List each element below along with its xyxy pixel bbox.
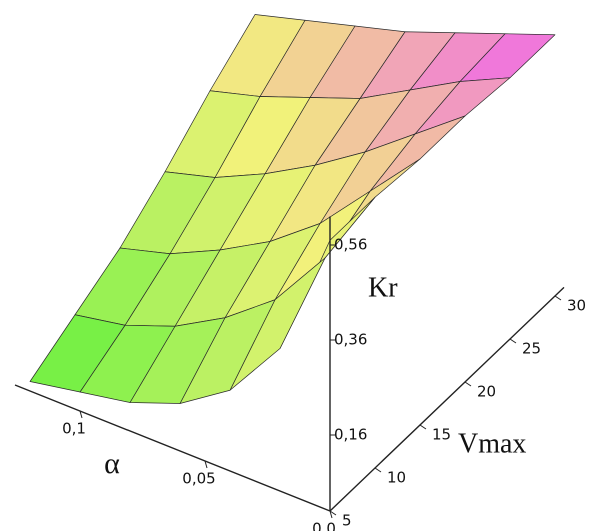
y-tick [554, 295, 562, 301]
z-axis-label: Kr [368, 272, 398, 303]
z-tick-label: 0,36 [334, 331, 367, 349]
y-axis [329, 286, 565, 512]
y-tick-label: 15 [432, 426, 451, 444]
y-tick [329, 510, 337, 516]
y-tick-label: 30 [567, 297, 586, 315]
y-tick-label: 5 [342, 512, 352, 530]
x-axis [14, 384, 331, 512]
y-tick-label: 25 [522, 340, 541, 358]
z-tick-label: 0,16 [334, 426, 367, 444]
surface [29, 14, 556, 404]
x-tick-label: 0,05 [182, 470, 215, 488]
y-axis-label: Vmax [458, 428, 526, 459]
axes: 0,0 0,05 0,1 5 10 15 20 25 30 0,16 0,36 0,56 α Vmax Kr [14, 216, 586, 531]
x-tick-label: 0,0 [312, 520, 336, 531]
x-tick-label: 0,1 [62, 420, 86, 438]
x-tick [204, 460, 208, 469]
x-tick [79, 410, 83, 419]
y-tick [374, 467, 382, 473]
surface-cell [29, 314, 126, 393]
y-tick [509, 338, 517, 344]
x-tick [329, 510, 333, 519]
y-tick-label: 20 [477, 383, 496, 401]
y-tick [419, 424, 427, 430]
y-tick-label: 10 [387, 469, 406, 487]
z-tick-label: 0,56 [334, 236, 367, 254]
y-tick [464, 381, 472, 387]
x-axis-label: α [104, 447, 120, 480]
